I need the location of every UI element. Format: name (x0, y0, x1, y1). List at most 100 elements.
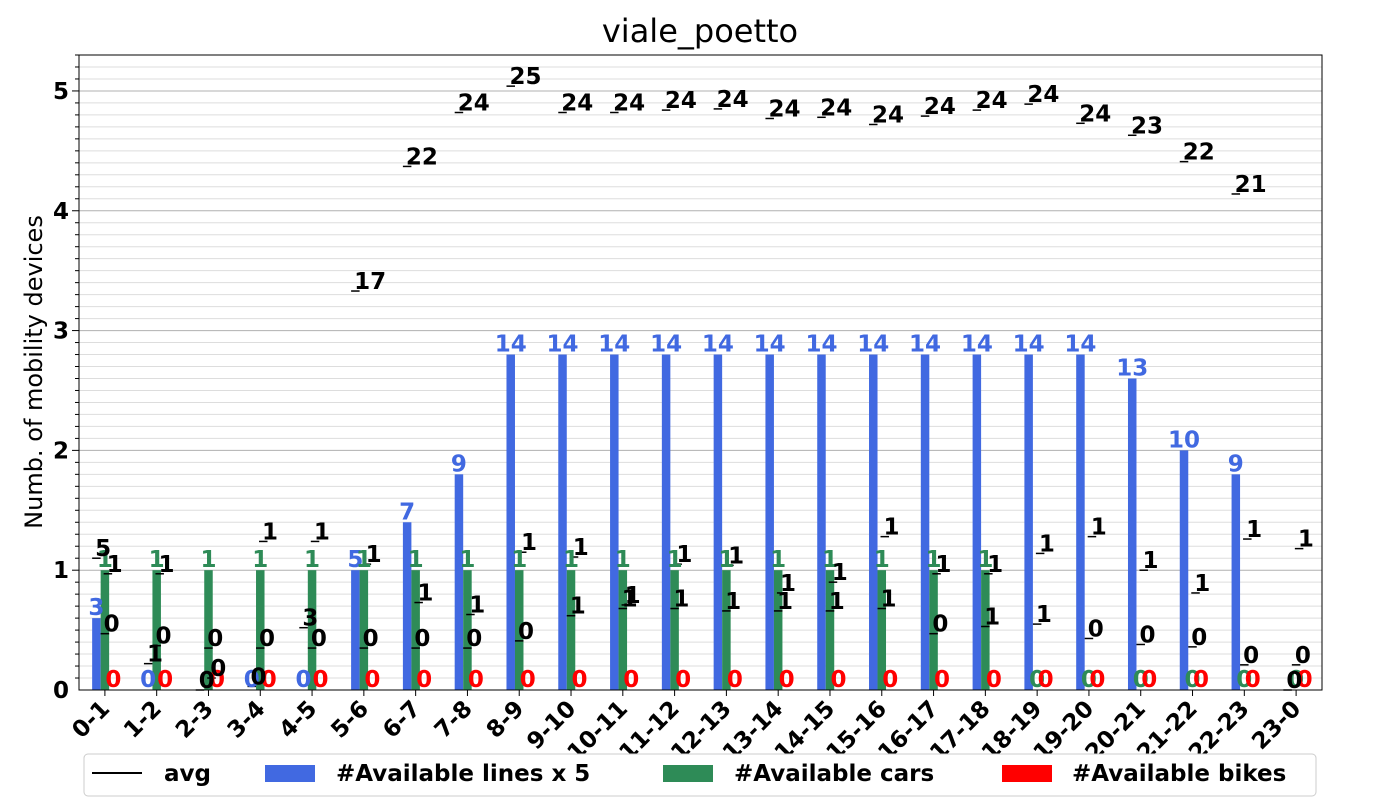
bar (610, 354, 619, 690)
bar-value-label: 0 (520, 667, 536, 693)
bar-value-label: 0 (779, 667, 795, 693)
avg-value-label: 1 (673, 587, 689, 613)
bar-value-label: 0 (727, 667, 743, 693)
bar-value-label: 0 (296, 667, 312, 693)
avg-value-label: 1 (570, 594, 586, 620)
bar (1024, 354, 1033, 690)
bar-value-label: 14 (1064, 332, 1096, 358)
bar-value-label: 0 (1288, 667, 1304, 693)
bar-value-label: 0 (416, 667, 432, 693)
avg-value-label: 1 (521, 530, 537, 556)
legend-cars-swatch (663, 765, 713, 782)
avg-value-label: 24 (976, 88, 1008, 114)
y-tick-label: 5 (53, 79, 69, 105)
avg-value-label: 0 (1295, 643, 1311, 669)
avg-value-label: 1 (984, 605, 1000, 631)
bar (558, 354, 567, 690)
avg-value-label: 24 (768, 97, 800, 123)
avg-value-label: 1 (777, 589, 793, 615)
legend-bikes-label: #Available bikes (1072, 761, 1286, 787)
avg-value-label: 0 (466, 626, 482, 652)
avg-value-label: 0 (210, 656, 226, 682)
bar-value-label: 0 (261, 667, 277, 693)
bar-value-label: 1 (563, 547, 579, 573)
avg-value-label: 17 (354, 269, 386, 295)
bar-value-label: 0 (830, 667, 846, 693)
avg-value-label: 24 (924, 94, 956, 120)
avg-value-label: 0 (1139, 622, 1155, 648)
legend-cars-label: #Available cars (734, 761, 934, 787)
avg-value-label: 22 (1183, 140, 1215, 166)
bar-value-label: 14 (547, 332, 579, 358)
bar-value-label: 14 (805, 332, 837, 358)
x-tick-label: 7-8 (430, 696, 478, 744)
x-tick-label: 1-2 (119, 696, 167, 744)
bar (256, 570, 265, 690)
plot-frame (78, 54, 1323, 691)
avg-value-label: 1 (622, 587, 638, 613)
bar (152, 570, 161, 690)
avg-value-label: 0 (311, 626, 327, 652)
avg-value-label: 1 (417, 581, 433, 607)
bar-value-label: 1 (408, 547, 424, 573)
avg-value-label: 23 (1131, 113, 1163, 139)
avg-value-label: 1 (884, 515, 900, 541)
bar (100, 570, 110, 690)
chart-title: viale_poetto (602, 12, 798, 50)
avg-value-label: 1 (780, 571, 796, 597)
avg-value-label: 1 (314, 519, 330, 545)
bar-value-label: 1 (822, 547, 838, 573)
y-tick-label: 1 (53, 558, 69, 584)
bar-value-label: 0 (1185, 667, 1201, 693)
bar-value-label: 0 (675, 667, 691, 693)
avg-value-label: 0 (1243, 643, 1259, 669)
bar (869, 354, 878, 690)
bar-value-label: 1 (200, 547, 216, 573)
avg-value-label: 0 (207, 626, 223, 652)
bar-value-label: 0 (1297, 667, 1313, 693)
bar (1179, 450, 1189, 690)
bar (1076, 354, 1085, 690)
avg-value-label: 0 (414, 626, 430, 652)
bar (351, 570, 360, 690)
bar-value-label: 5 (347, 547, 363, 573)
bar-value-label: 14 (650, 332, 682, 358)
avg-value-label: 1 (881, 587, 897, 613)
bar (506, 354, 515, 690)
bar (877, 570, 887, 690)
y-tick-label: 0 (53, 678, 69, 704)
bar-value-label: 0 (623, 667, 639, 693)
avg-value-label: 24 (613, 91, 645, 117)
bar-value-label: 0 (140, 667, 156, 693)
avg-value-label: 1 (107, 552, 123, 578)
bar-value-label: 14 (598, 332, 630, 358)
bar-value-label: 0 (1141, 667, 1157, 693)
avg-value-label: 1 (1142, 548, 1158, 574)
bar (514, 570, 524, 690)
bar (618, 570, 628, 690)
avg-value-label: 1 (725, 589, 741, 615)
bar-value-label: 0 (468, 667, 484, 693)
y-tick-label: 3 (53, 319, 69, 345)
bar (981, 570, 990, 690)
bar-value-label: 1 (304, 547, 320, 573)
avg-value-label: 0 (1088, 616, 1104, 642)
bar-value-label: 0 (105, 667, 121, 693)
avg-value-label: 1 (829, 589, 845, 615)
avg-value-label: 5 (95, 536, 111, 562)
bar-value-label: 1 (97, 547, 113, 573)
bar-value-label: 0 (986, 667, 1002, 693)
avg-value-label: 1 (1039, 531, 1055, 557)
avg-value-label: 0 (104, 612, 120, 638)
bar-value-label: 0 (934, 667, 950, 693)
bar (773, 570, 783, 690)
avg-value-label: 24 (561, 91, 593, 117)
bar (204, 570, 213, 690)
bar (929, 570, 938, 690)
legend-avg-label: avg (164, 761, 211, 787)
y-tick-label: 4 (53, 199, 69, 225)
legend-lines-swatch (265, 765, 315, 782)
bar-value-label: 0 (1029, 667, 1045, 693)
